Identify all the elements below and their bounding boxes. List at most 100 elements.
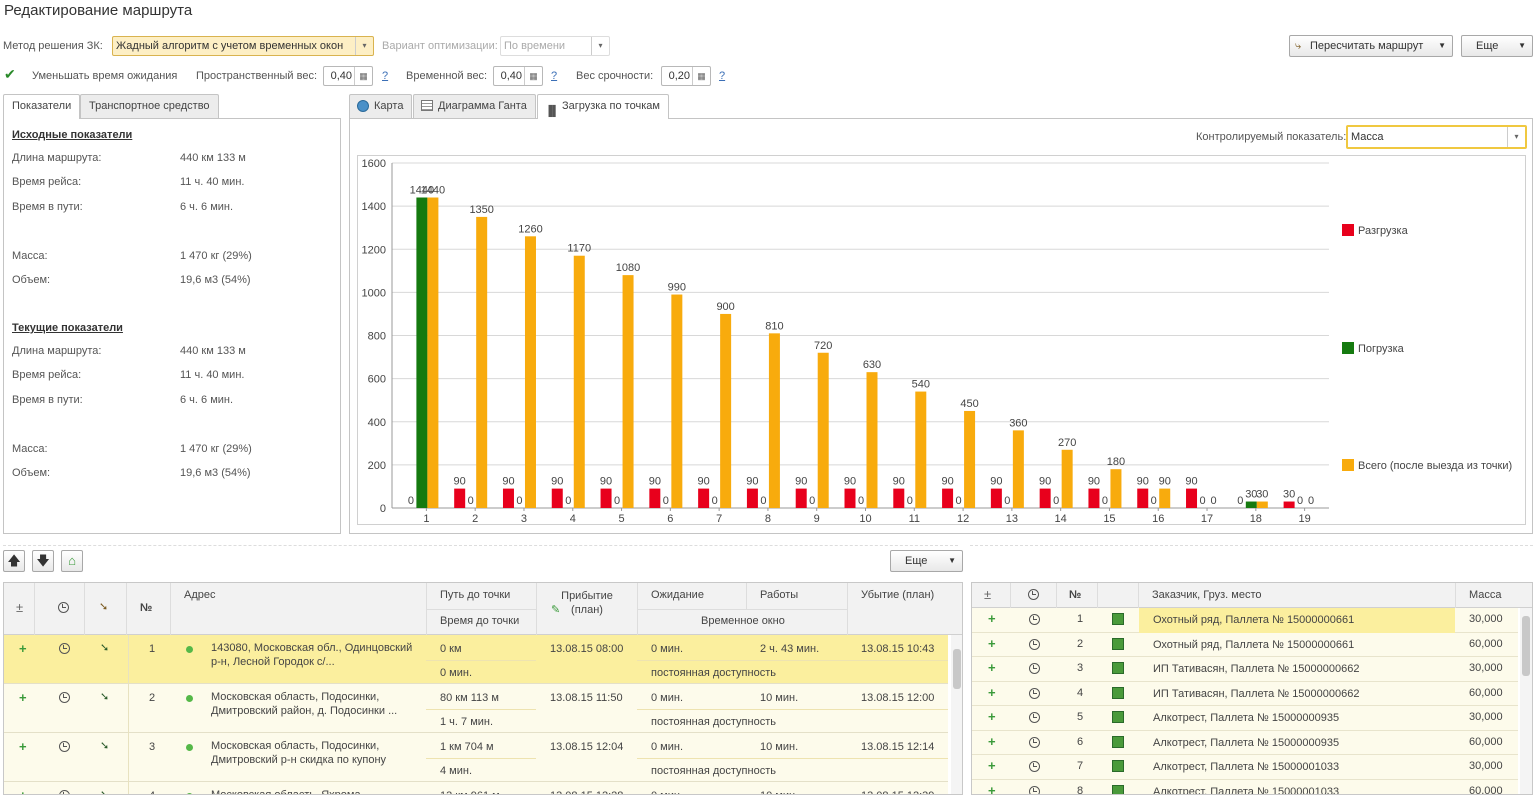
table-row[interactable]: + 2 Охотный ряд, Паллета № 15000000661 6…	[972, 632, 1518, 657]
spatial-input[interactable]: 0,40 ▦	[323, 66, 373, 86]
expand-button[interactable]: +	[19, 690, 27, 705]
clock-icon[interactable]	[1029, 712, 1040, 726]
expand-button[interactable]: +	[19, 641, 27, 656]
route-point-icon[interactable]: ➘	[100, 642, 110, 654]
data-label: 90	[1185, 476, 1197, 488]
col-path-time[interactable]: Время до точки	[440, 615, 520, 627]
clock-icon[interactable]	[1029, 761, 1040, 775]
expand-button[interactable]: +	[988, 758, 996, 773]
expand-button[interactable]: +	[988, 660, 996, 675]
method-select[interactable]: Жадный алгоритм с учетом временных окон …	[112, 36, 374, 56]
urgency-help-link[interactable]: ?	[719, 70, 726, 82]
x-tick-label: 12	[957, 513, 969, 525]
col-works[interactable]: Работы	[760, 589, 799, 601]
scrollbar[interactable]	[951, 635, 962, 794]
clock-icon[interactable]	[1029, 614, 1040, 628]
calculator-icon[interactable]: ▦	[524, 67, 542, 85]
table-row[interactable]: + ➘ 2 Московская область, Подосинки, Дми…	[4, 684, 948, 733]
mass: 30,000	[1469, 760, 1503, 772]
col-n[interactable]: №	[1069, 589, 1082, 601]
table-row[interactable]: + 8 Алкотрест, Паллета № 15000001033 60,…	[972, 779, 1518, 795]
route-point-icon[interactable]: ➘	[100, 740, 110, 752]
indicator-value: 440 км 133 м	[180, 345, 246, 357]
reduce-wait-checkbox[interactable]: ✔	[4, 66, 16, 82]
table-row[interactable]: + ➘ 3 Московская область, Подосинки, Дми…	[4, 733, 948, 782]
wait: 0 мин.	[651, 643, 684, 655]
expand-button[interactable]: +	[988, 611, 996, 626]
clock-icon[interactable]	[59, 692, 70, 706]
move-down-button[interactable]: 🡇	[32, 550, 54, 572]
table-row[interactable]: + 1 Охотный ряд, Паллета № 15000000661 3…	[972, 608, 1518, 633]
chevron-down-icon[interactable]: ▾	[355, 37, 373, 55]
tab-load[interactable]: ▐▌ Загрузка по точкам	[537, 94, 669, 119]
data-label: 90	[1159, 476, 1171, 488]
spatial-help-link[interactable]: ?	[382, 70, 389, 82]
table-row[interactable]: + 3 ИП Тативасян, Паллета № 15000000662 …	[972, 657, 1518, 682]
col-mass[interactable]: Масса	[1469, 589, 1502, 601]
col-address[interactable]: Адрес	[184, 589, 216, 601]
table-row[interactable]: + ➘ 4 Московская область, Яхрома 13 км 9…	[4, 782, 948, 795]
clock-icon[interactable]	[1029, 638, 1040, 653]
col-customer[interactable]: Заказчик, Груз. место	[1152, 589, 1262, 601]
chevron-down-icon[interactable]: ▾	[1507, 127, 1525, 147]
table-row[interactable]: + 7 Алкотрест, Паллета № 15000001033 30,…	[972, 755, 1518, 780]
expand-button[interactable]: +	[988, 733, 996, 749]
x-tick-label: 19	[1298, 513, 1310, 525]
status-dot-icon	[186, 693, 193, 705]
urgency-input[interactable]: 0,20 ▦	[661, 66, 711, 86]
table-row[interactable]: + 5 Алкотрест, Паллета № 15000000935 30,…	[972, 706, 1518, 731]
route-point-icon[interactable]: ➘	[100, 789, 110, 795]
table-row[interactable]: + ➘ 1 143080, Московская обл., Одинцовск…	[4, 635, 948, 684]
more-button[interactable]: Еще ▼	[1461, 35, 1533, 57]
expand-button[interactable]: +	[988, 684, 996, 700]
bar	[573, 255, 585, 508]
route-point-icon[interactable]: ➘	[100, 691, 110, 703]
route-icon: ⤷	[1295, 40, 1302, 52]
tab-indicators[interactable]: Показатели	[3, 94, 81, 119]
row-number: 3	[149, 741, 156, 753]
tab-map[interactable]: Карта	[349, 94, 413, 118]
route-more-button[interactable]: Еще ▼	[890, 550, 963, 572]
spatial-value: 0,40	[330, 70, 352, 82]
expand-button[interactable]: +	[988, 635, 996, 651]
clock-icon[interactable]	[1029, 663, 1040, 677]
time-value: 0,40	[500, 70, 522, 82]
tab-gantt[interactable]: Диаграмма Ганта	[413, 94, 536, 118]
load-panel: Контролируемый показатель: Масса ▾ 0 200 4…	[349, 118, 1533, 534]
expand-button[interactable]: +	[19, 739, 27, 754]
clock-icon[interactable]	[1029, 687, 1040, 702]
recalc-button[interactable]: ⤷ Пересчитать маршрут ▼	[1289, 35, 1453, 57]
time-help-link[interactable]: ?	[551, 70, 558, 82]
col-path[interactable]: Путь до точки	[440, 589, 511, 601]
clock-icon[interactable]	[1029, 785, 1040, 794]
col-depart[interactable]: Убытие (план)	[861, 589, 935, 601]
calculator-icon[interactable]: ▦	[354, 67, 372, 85]
clock-icon[interactable]	[59, 643, 70, 657]
x-tick-label: 17	[1201, 513, 1213, 525]
calculator-icon[interactable]: ▦	[692, 67, 710, 85]
expand-button[interactable]: +	[19, 788, 27, 794]
data-label: 90	[551, 476, 563, 488]
tab-vehicle[interactable]: Транспортное средство	[80, 94, 219, 118]
expand-button[interactable]: +	[988, 782, 996, 795]
col-wait[interactable]: Ожидание	[651, 589, 704, 601]
col-n[interactable]: №	[140, 602, 153, 614]
scrollbar[interactable]	[1520, 608, 1532, 794]
time-input[interactable]: 0,40 ▦	[493, 66, 543, 86]
control-select[interactable]: Масса ▾	[1346, 125, 1527, 149]
col-window[interactable]: Временное окно	[701, 615, 785, 627]
clock-icon[interactable]	[59, 741, 70, 755]
move-up-button[interactable]: 🡅	[3, 550, 25, 572]
home-icon[interactable]: ⌂	[61, 550, 83, 572]
data-label: 0	[565, 495, 571, 507]
clock-icon[interactable]	[59, 790, 70, 794]
col-arrival[interactable]: Прибытие (план)	[552, 589, 622, 617]
indicator-value: 19,6 м3 (54%)	[180, 274, 251, 286]
customer: Алкотрест, Паллета № 15000001033	[1153, 785, 1340, 795]
data-label: 90	[941, 476, 953, 488]
table-row[interactable]: + 4 ИП Тативасян, Паллета № 15000000662 …	[972, 681, 1518, 706]
clock-icon[interactable]	[1029, 736, 1040, 751]
data-label: 0	[1004, 495, 1010, 507]
table-row[interactable]: + 6 Алкотрест, Паллета № 15000000935 60,…	[972, 730, 1518, 755]
expand-button[interactable]: +	[988, 709, 996, 724]
